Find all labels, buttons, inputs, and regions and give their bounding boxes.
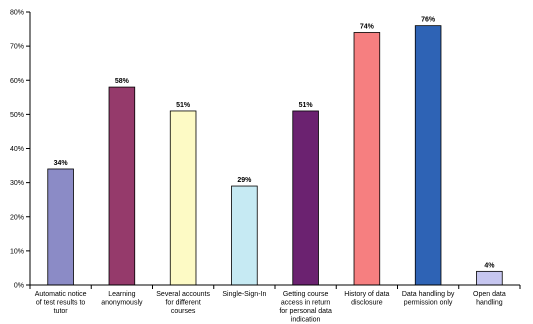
y-tick-label: 50% — [10, 112, 24, 119]
category-label-line: Several accounts — [156, 291, 210, 298]
bar — [108, 86, 136, 286]
y-tick-label: 60% — [10, 78, 24, 85]
x-axis: Automatic notice of test results to tutor L… — [29, 284, 521, 324]
y-tick-label: 40% — [10, 146, 24, 153]
y-tick-label: 10% — [10, 248, 24, 255]
category-label-line: Open data — [473, 291, 506, 298]
y-tick-label: 80% — [10, 10, 24, 17]
data-label: 51% — [176, 102, 191, 109]
bar — [414, 25, 442, 286]
category-label: Getting course access in return for person… — [279, 291, 332, 324]
data-label: 51% — [299, 102, 314, 109]
category-label-line: tutor — [54, 308, 69, 315]
category-label: Single-Sign-In — [222, 291, 266, 298]
data-label: 58% — [115, 78, 130, 85]
category-label: Data handling by permission only — [402, 291, 455, 307]
y-tick-label: 30% — [10, 180, 24, 187]
bar — [231, 185, 258, 286]
category-label-line: disclosure — [351, 300, 383, 307]
category-label-line: Data handling by — [402, 291, 455, 298]
category-label-line: Single-Sign-In — [222, 291, 266, 298]
category-label-line: access in return — [281, 300, 331, 307]
category-label-line: anonymously — [101, 300, 143, 307]
bar — [47, 168, 74, 286]
data-label: 74% — [360, 23, 375, 30]
category-label-line: Automatic notice — [35, 291, 87, 298]
category-label: Open data handling — [473, 291, 506, 307]
category-label-line: for personal data — [279, 308, 332, 315]
category-label-line: of test results to — [36, 300, 86, 307]
bar — [292, 110, 319, 286]
data-label: 29% — [237, 177, 252, 184]
bar — [476, 270, 503, 286]
category-label-line: indication — [291, 317, 321, 324]
category-label-line: History of data — [344, 291, 389, 298]
y-tick-label: 0% — [14, 283, 24, 290]
bars: 34% 58% 51% 29% 51% 74% 76% 4% — [47, 17, 503, 286]
category-label-line: courses — [171, 308, 196, 315]
category-label: Learning anonymously — [101, 291, 143, 307]
category-label-line: Learning — [108, 291, 135, 298]
data-label: 4% — [484, 262, 495, 269]
y-tick-label: 70% — [10, 44, 24, 51]
category-label: History of data disclosure — [344, 291, 389, 307]
y-tick-label: 20% — [10, 214, 24, 221]
category-label: Automatic notice of test results to tutor — [35, 291, 87, 315]
category-label-line: for different — [165, 300, 200, 307]
data-label: 34% — [54, 160, 69, 167]
category-label-line: handling — [476, 300, 503, 307]
category-label: Several accounts for different courses — [156, 291, 210, 315]
bar — [169, 110, 197, 286]
category-label-line: permission only — [404, 300, 453, 307]
y-axis: 0% 10% 20% 30% 40% 50% 60% 70% 80% — [10, 10, 31, 290]
bar — [353, 32, 381, 286]
data-label: 76% — [421, 17, 436, 24]
category-label-line: Getting course — [283, 291, 329, 298]
